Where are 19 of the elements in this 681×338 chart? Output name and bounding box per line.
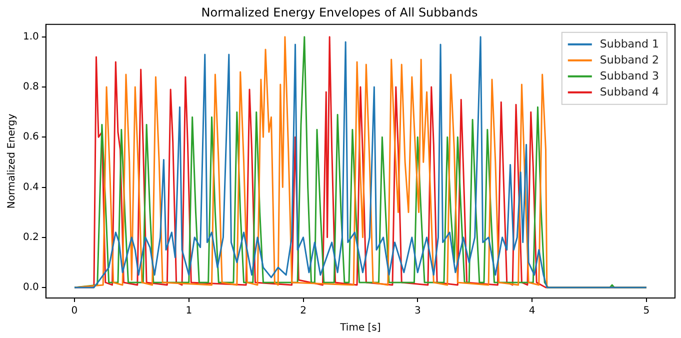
legend-label: Subband 2 bbox=[600, 53, 659, 66]
y-tick-label: 0.8 bbox=[22, 82, 39, 93]
x-axis-title: Time [s] bbox=[339, 322, 381, 334]
y-axis-title: Normalized Energy bbox=[6, 114, 18, 209]
x-tick-label: 0 bbox=[71, 306, 78, 317]
legend-label: Subband 3 bbox=[600, 69, 659, 82]
x-tick-label: 3 bbox=[414, 306, 421, 317]
chart-title: Normalized Energy Envelopes of All Subbands bbox=[201, 5, 478, 20]
x-tick-label: 2 bbox=[300, 306, 306, 317]
legend-label: Subband 4 bbox=[600, 85, 659, 98]
x-tick-label: 5 bbox=[643, 306, 650, 317]
y-tick-label: 0.0 bbox=[22, 282, 39, 294]
y-tick-label: 0.6 bbox=[22, 132, 39, 143]
legend-label: Subband 1 bbox=[600, 37, 659, 50]
y-tick-label: 0.2 bbox=[22, 232, 39, 243]
y-tick-label: 0.4 bbox=[22, 182, 39, 193]
x-tick-label: 1 bbox=[186, 306, 192, 317]
y-tick-label: 1.0 bbox=[22, 32, 39, 43]
x-tick-label: 4 bbox=[528, 306, 536, 317]
